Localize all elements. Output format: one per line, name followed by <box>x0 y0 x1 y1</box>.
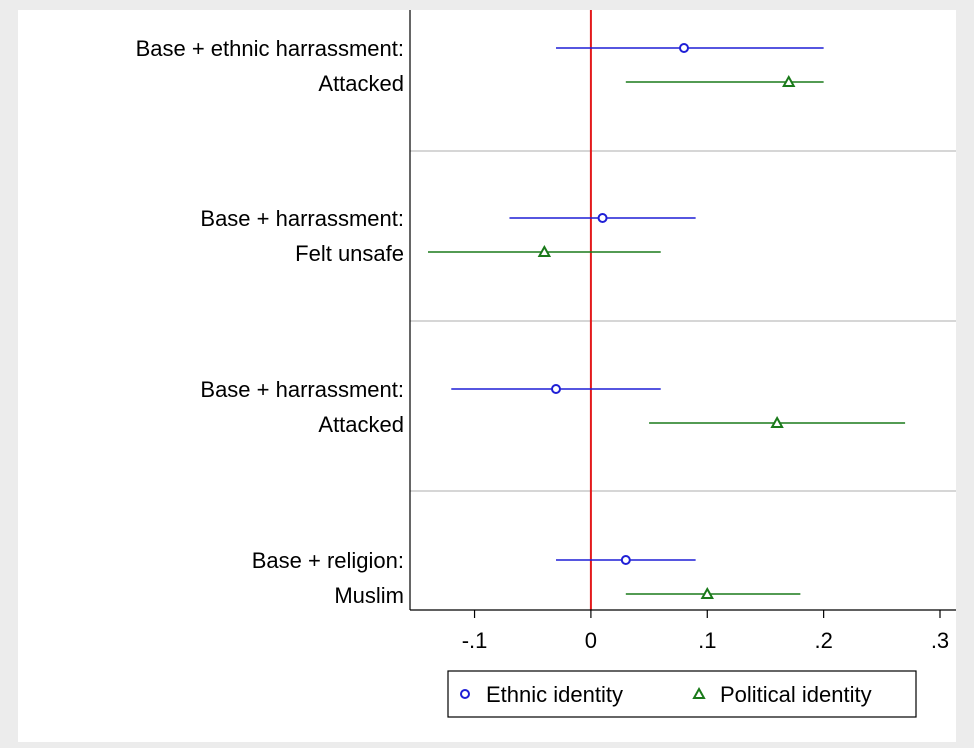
group-label-1-line2: Attacked <box>318 71 404 96</box>
group-label-4-line2: Muslim <box>334 583 404 608</box>
group-label-3-line1: Base + harrassment: <box>200 377 404 402</box>
group-label-4-line1: Base + religion: <box>252 548 404 573</box>
legend-marker-political <box>692 686 706 699</box>
point-1-ethnic <box>679 43 689 53</box>
x-tick-label-3: .2 <box>814 628 832 653</box>
group-label-3-line2: Attacked <box>318 412 404 437</box>
group-label-2-line1: Base + harrassment: <box>200 206 404 231</box>
x-tick-label-4: .3 <box>931 628 949 653</box>
point-3-political <box>770 415 784 428</box>
legend-marker-ethnic <box>460 689 470 699</box>
legend: Ethnic identity Political identity <box>447 670 917 718</box>
point-3-ethnic <box>551 384 561 394</box>
x-tick-label-0: -.1 <box>462 628 488 653</box>
x-tick-label-1: 0 <box>585 628 597 653</box>
group-label-2-line2: Felt unsafe <box>295 241 404 266</box>
x-tick-label-2: .1 <box>698 628 716 653</box>
point-2-ethnic <box>597 213 608 223</box>
point-2-political <box>537 244 552 257</box>
legend-box <box>447 670 917 718</box>
point-1-political <box>782 74 796 87</box>
group-label-1-line1: Base + ethnic harrassment: <box>136 36 404 61</box>
legend-label-ethnic: Ethnic identity <box>486 682 623 707</box>
point-4-ethnic <box>620 555 631 565</box>
plot-area <box>18 10 956 742</box>
legend-label-political: Political identity <box>720 682 872 707</box>
point-4-political <box>700 586 714 599</box>
